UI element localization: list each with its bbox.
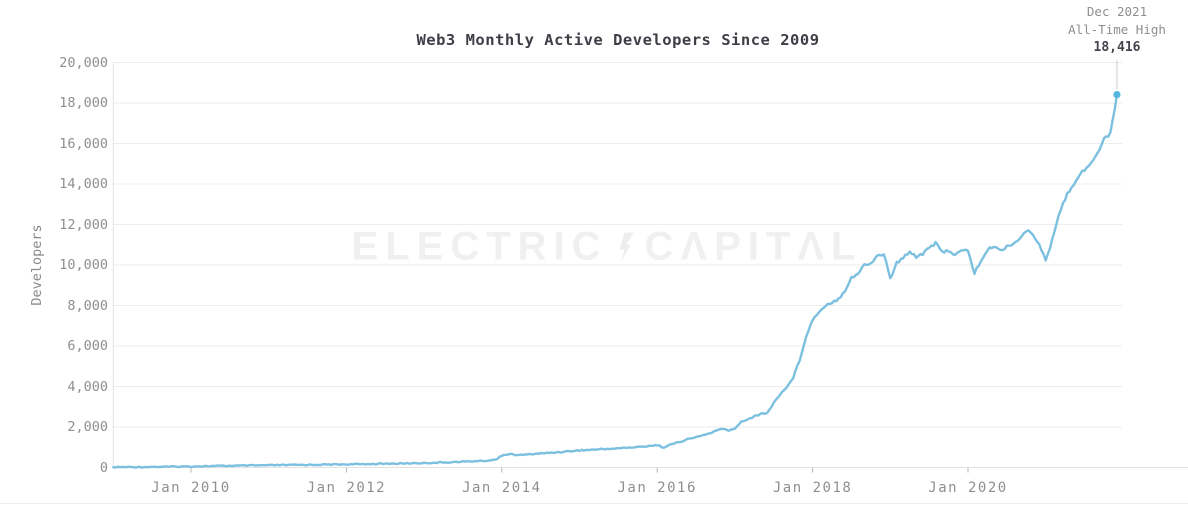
x-tick-label: Jan 2012 [306, 480, 387, 496]
watermark-electric: ELECTRIC [351, 224, 608, 269]
x-tick-label: Jan 2018 [772, 480, 853, 496]
bottom-divider [0, 503, 1188, 504]
y-tick-label: 8,000 [67, 297, 108, 314]
y-tick-label: 12,000 [59, 216, 108, 233]
ath-dot [1113, 90, 1121, 99]
y-tick-label: 10,000 [59, 257, 108, 273]
y-tick-label: 20,000 [59, 54, 108, 71]
y-tick-label: 0 [99, 459, 108, 476]
y-tick-label: 6,000 [67, 338, 108, 354]
x-tick-label: Jan 2010 [151, 480, 231, 496]
y-tick-label: 16,000 [59, 135, 108, 152]
ath-annotation: Dec 2021 All-Time High 18,416 [1068, 3, 1166, 57]
ath-label: All-Time High [1068, 22, 1166, 37]
ath-value: 18,416 [1093, 40, 1141, 55]
y-tick-label: 14,000 [59, 176, 108, 192]
lightning-bolt-icon [619, 232, 634, 262]
y-tick-label: 4,000 [67, 378, 108, 395]
watermark-capital: CΛPITΛL [644, 224, 863, 269]
watermark: ELECTRIC CΛPITΛL [352, 225, 863, 270]
x-tick-label: Jan 2016 [617, 480, 697, 496]
x-tick-label: Jan 2020 [928, 480, 1008, 496]
y-tick-label: 2,000 [67, 419, 108, 435]
x-tick-label: Jan 2014 [462, 480, 542, 496]
ath-date: Dec 2021 [1086, 4, 1148, 19]
y-tick-label: 18,000 [59, 95, 108, 111]
series-line [112, 93, 1119, 469]
chart-title: Web3 Monthly Active Developers Since 200… [416, 31, 820, 49]
